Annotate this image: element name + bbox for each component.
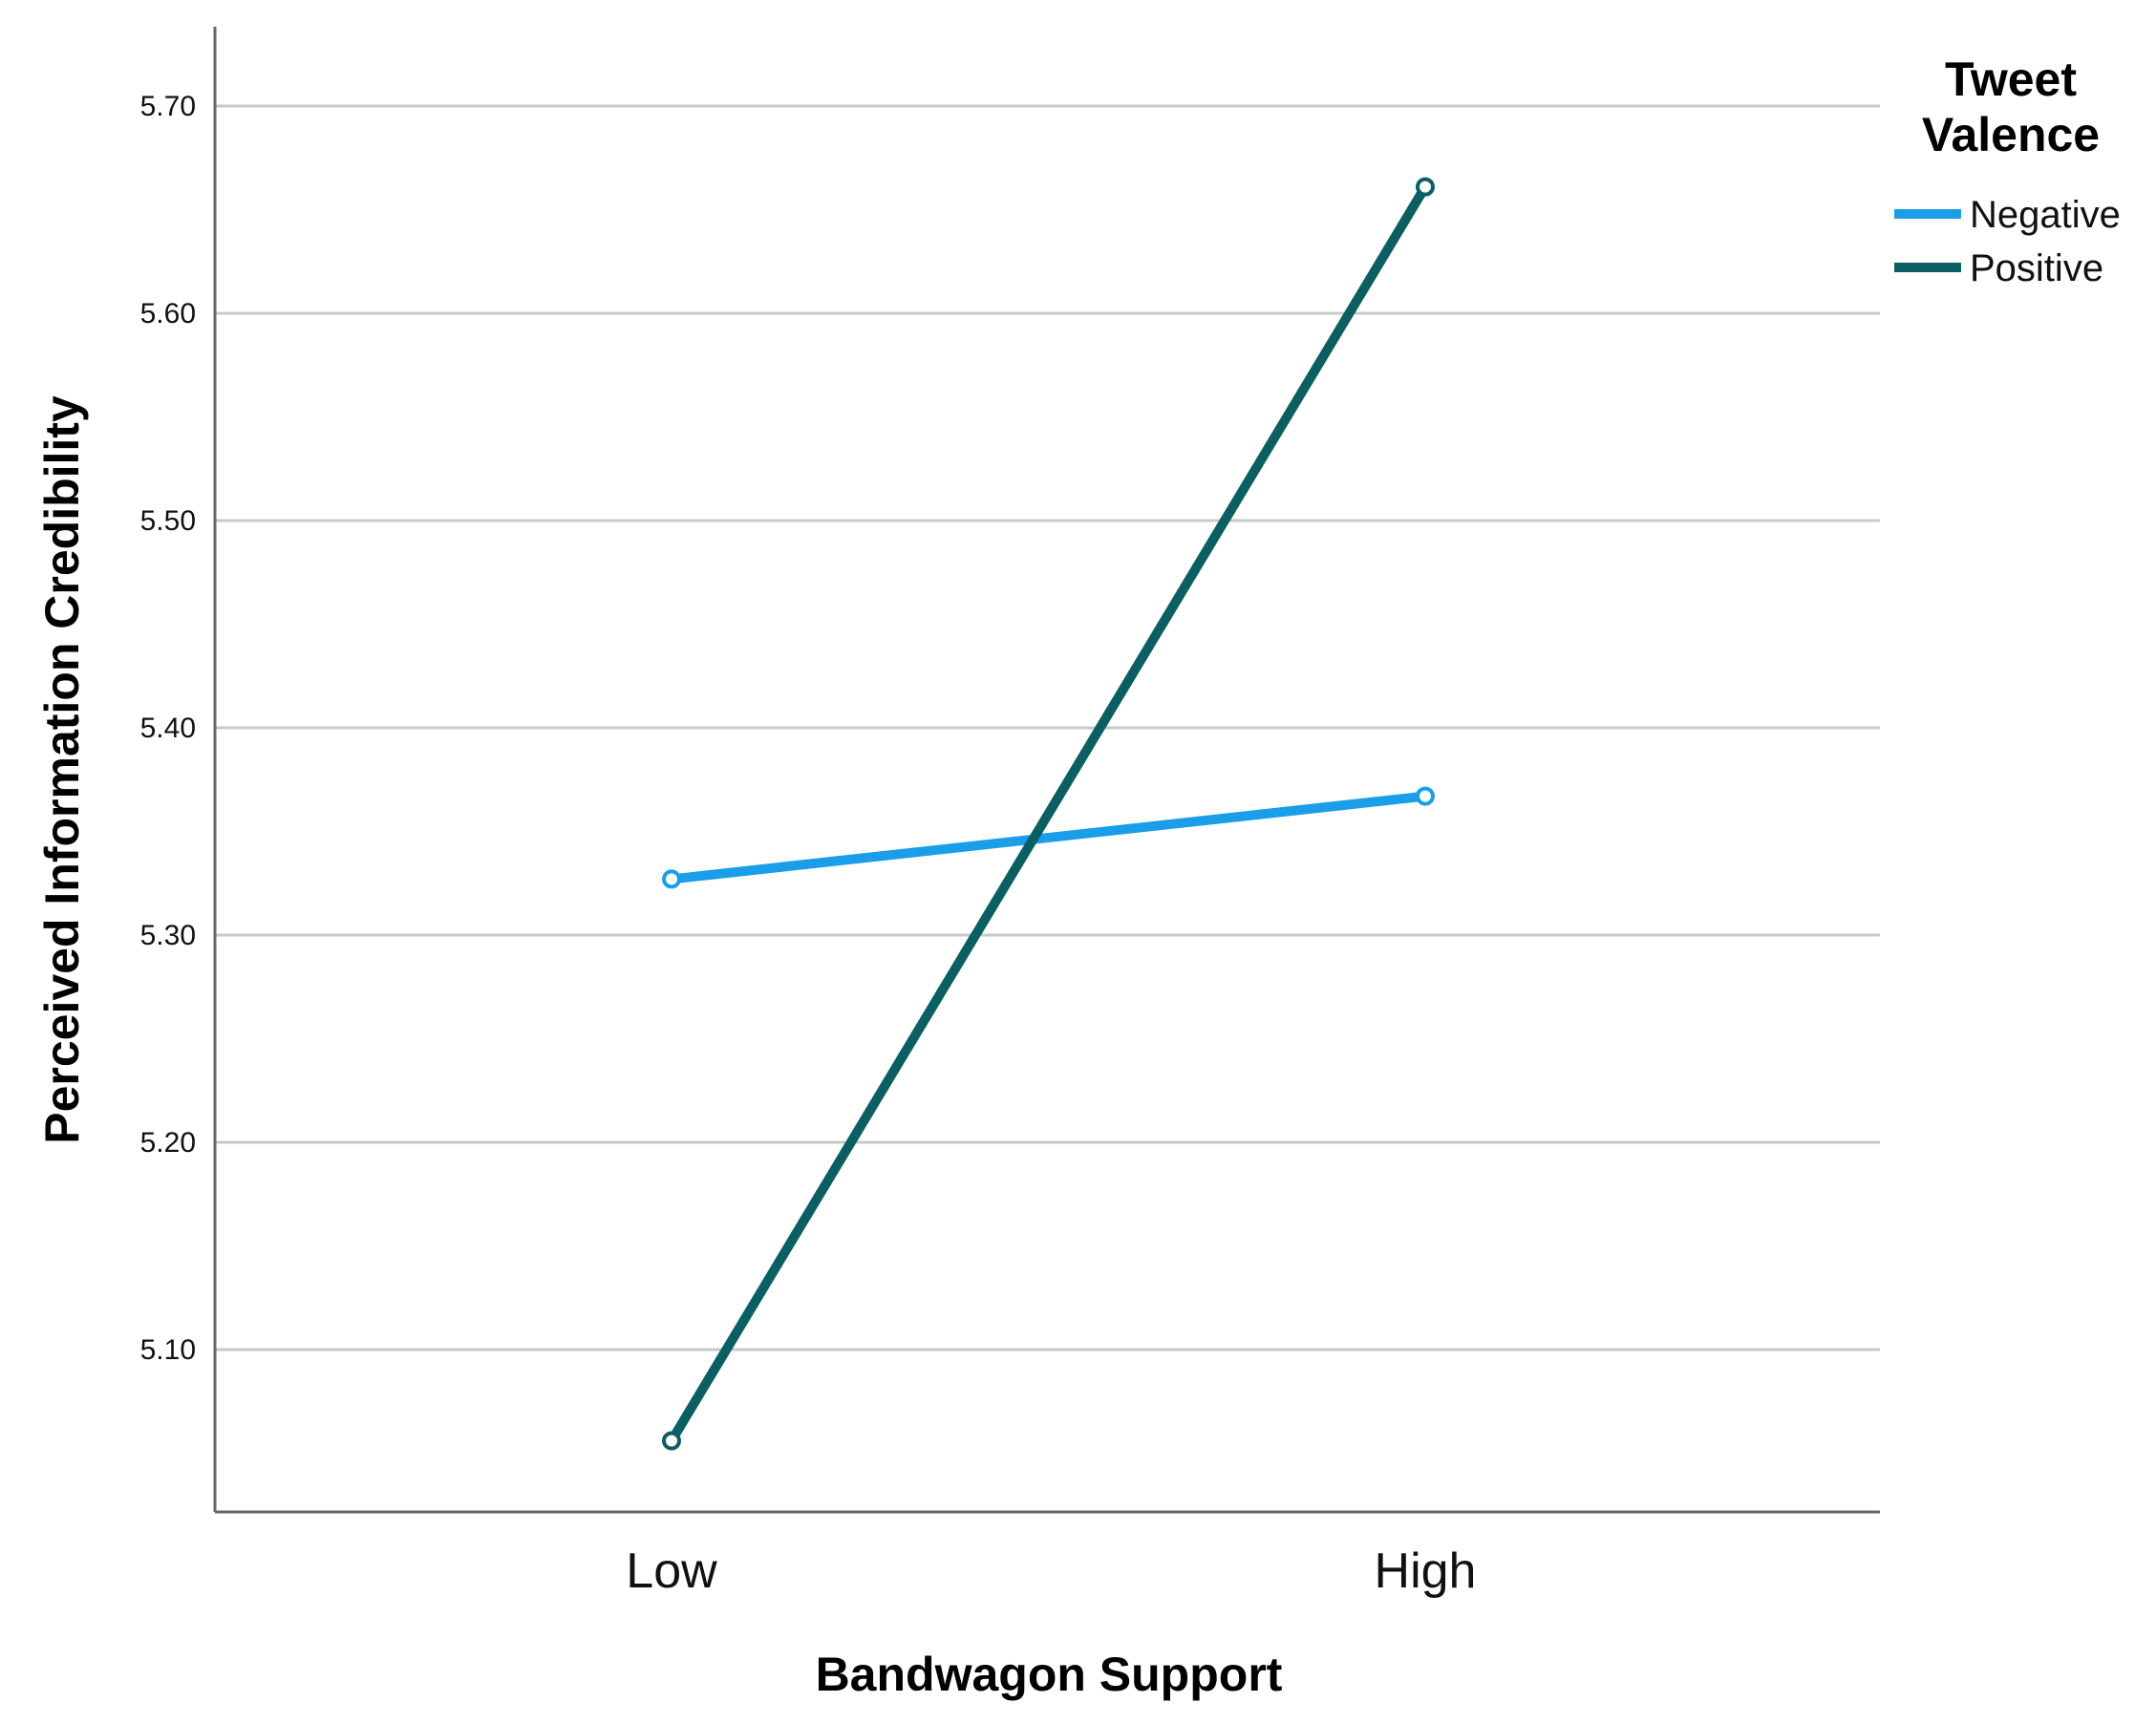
y-tick-label-1: 5.20 [140,1127,196,1159]
data-point-negative-low [662,869,681,889]
y-tick-label-6: 5.70 [140,91,196,122]
legend-label-negative: Negative [1970,194,2121,236]
y-tick-label-4: 5.50 [140,505,196,537]
series-line-positive [667,181,1430,1446]
y-tick-label-2: 5.30 [140,920,196,951]
series-line-negative [667,791,1430,884]
legend: Tweet Valence Negative Positive [1894,53,2121,289]
y-tick-label-5: 5.60 [140,298,196,330]
series [662,177,1435,1451]
legend-title-line-1: Tweet [1945,53,2077,106]
data-point-negative-high [1416,786,1435,806]
x-tick-label-low: Low [626,1543,717,1599]
x-tick-label-high: High [1375,1543,1477,1599]
x-axis-title: Bandwagon Support [816,1648,1283,1701]
gridlines [215,104,1880,1352]
legend-label-positive: Positive [1970,247,2103,289]
data-point-positive-low [662,1431,681,1451]
data-point-positive-high [1416,177,1435,197]
y-axis-title: Perceived Information Credibility [35,395,89,1144]
y-tick-label-3: 5.40 [140,713,196,744]
x-tick-labels: Low High [626,1543,1476,1599]
y-tick-labels: 5.10 5.20 5.30 5.40 5.50 5.60 5.70 [140,91,196,1366]
axes [213,27,1880,1514]
y-tick-label-0: 5.10 [140,1334,196,1366]
legend-title-line-2: Valence [1922,108,2100,161]
